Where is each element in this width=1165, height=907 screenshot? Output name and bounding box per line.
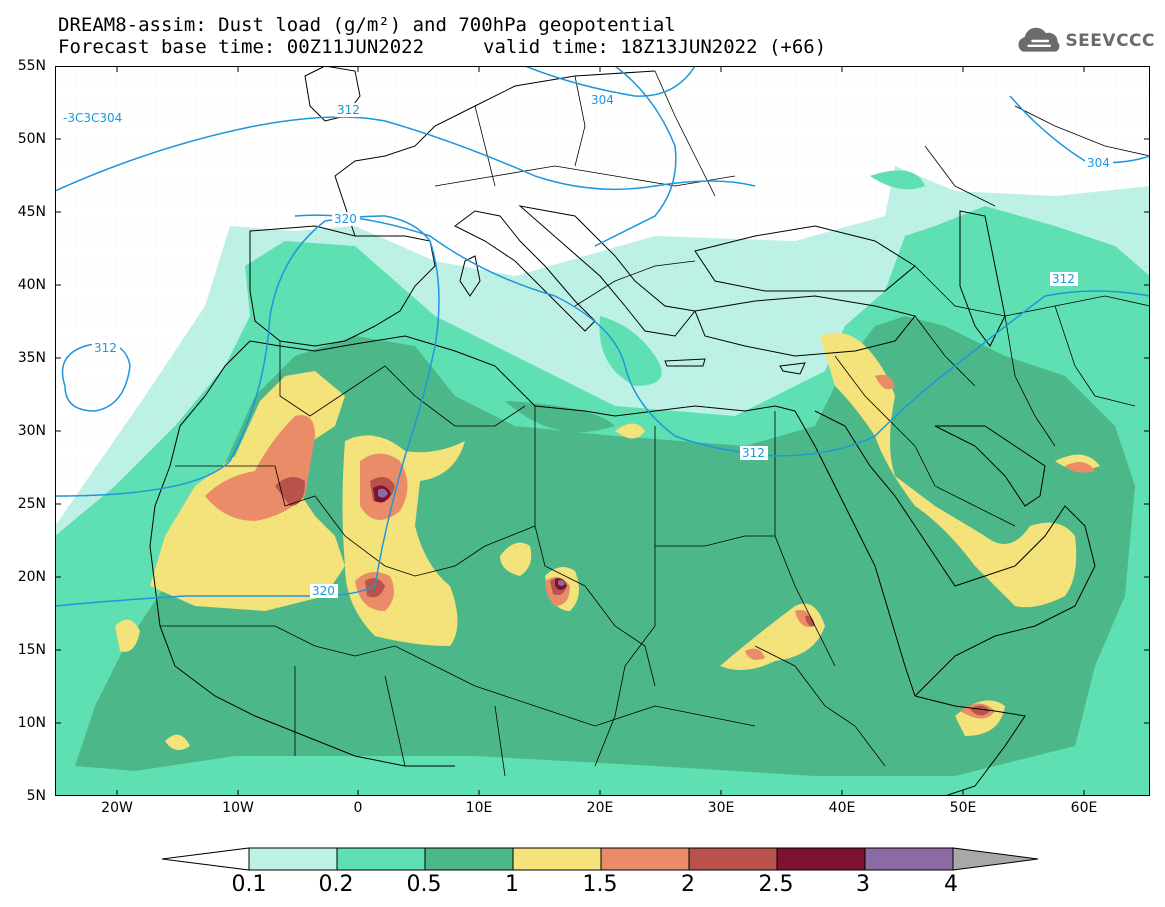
forecast-base-time: Forecast base time: 00Z11JUN2022 [58, 36, 425, 58]
colorbar-tick-label: 2.5 [758, 872, 794, 897]
lon-label: 10E [465, 800, 493, 816]
colorbar-swatch [864, 847, 954, 871]
lon-label: 30E [707, 800, 735, 816]
axis-ticks [55, 66, 1150, 796]
colorbar-swatch [776, 847, 866, 871]
map-title: DREAM8-assim: Dust load (g/m²) and 700hP… [58, 14, 676, 36]
colorbar-swatch [600, 847, 690, 871]
colorbar-tick-label: 0.5 [406, 872, 442, 897]
colorbar-swatch [688, 847, 778, 871]
colorbar-tick-label: 4 [944, 872, 958, 897]
lat-label: 30N [17, 423, 46, 439]
lat-label: 5N [26, 788, 46, 804]
colorbar-swatch [424, 847, 514, 871]
colorbar-swatch [336, 847, 426, 871]
colorbar-over-arrow [952, 847, 1039, 871]
colorbar-tick-label: 0.1 [231, 872, 267, 897]
colorbar [161, 847, 1039, 871]
seevccc-logo: SEEVCCC [1015, 24, 1155, 58]
lon-label: 20W [101, 800, 133, 816]
colorbar-swatch [512, 847, 602, 871]
lat-label: 35N [17, 350, 46, 366]
colorbar-tick-label: 2 [681, 872, 695, 897]
lat-label: 15N [17, 642, 46, 658]
lat-label: 40N [17, 277, 46, 293]
colorbar-tick-label: 1 [505, 872, 519, 897]
cloud-icon [1018, 27, 1060, 52]
dust-load-map: -3C3C304 312 320 312 304 320 312 304 312… [55, 66, 1150, 796]
lat-label: 50N [17, 131, 46, 147]
lat-label: 10N [17, 715, 46, 731]
colorbar-tick-label: 3 [856, 872, 870, 897]
colorbar-tick-label: 1.5 [582, 872, 618, 897]
lon-label: 50E [949, 800, 977, 816]
lon-label: 20E [586, 800, 614, 816]
lat-label: 20N [17, 569, 46, 585]
lon-label: 10W [222, 800, 254, 816]
lat-label: 55N [17, 58, 46, 74]
lat-label: 25N [17, 496, 46, 512]
colorbar-swatch [248, 847, 338, 871]
colorbar-tick-label: 0.2 [318, 872, 354, 897]
lon-label: 40E [828, 800, 856, 816]
colorbar-under-arrow [161, 847, 250, 871]
valid-time: valid time: 18Z13JUN2022 (+66) [483, 36, 827, 58]
lon-label: 0 [353, 800, 363, 816]
logo-text: SEEVCCC [1065, 31, 1155, 51]
lat-label: 45N [17, 204, 46, 220]
lon-label: 60E [1070, 800, 1098, 816]
